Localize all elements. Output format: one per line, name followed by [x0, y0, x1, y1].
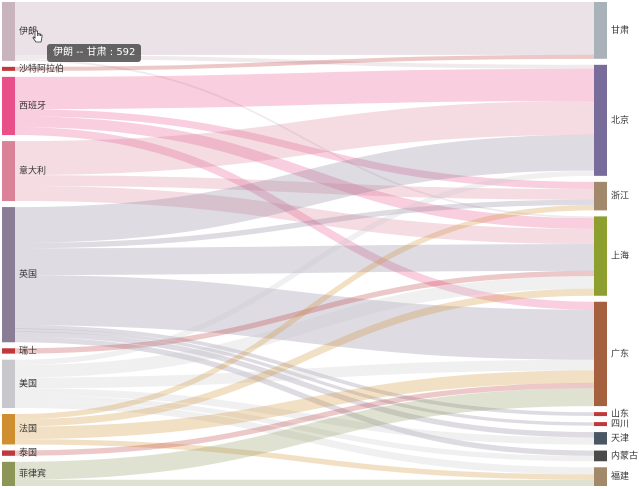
source-node-label: 法国 — [19, 423, 37, 435]
sankey-link[interactable] — [14, 288, 595, 427]
sankey-link[interactable] — [14, 331, 595, 438]
source-node-label: 菲律宾 — [19, 467, 46, 479]
source-node-label: 英国 — [19, 268, 37, 280]
sankey-link[interactable] — [14, 400, 595, 475]
target-node-label: 甘肃 — [611, 24, 629, 36]
sankey-link[interactable] — [14, 336, 595, 456]
sankey-link[interactable] — [14, 244, 595, 276]
sankey-link[interactable] — [14, 270, 595, 354]
source-node[interactable] — [2, 461, 15, 486]
sankey-link[interactable] — [14, 170, 595, 366]
tooltip-source: 伊朗 — [53, 47, 73, 58]
target-node[interactable] — [594, 467, 607, 486]
target-node-label: 福建 — [611, 470, 629, 482]
sankey-link[interactable] — [14, 54, 595, 71]
tooltip-colon: : — [106, 47, 117, 58]
source-node-label: 泰国 — [19, 447, 37, 459]
sankey-link[interactable] — [14, 205, 595, 420]
sankey-link[interactable] — [14, 109, 595, 189]
target-node[interactable] — [594, 422, 607, 427]
target-node[interactable] — [594, 216, 607, 296]
sankey-link[interactable] — [14, 175, 595, 200]
sankey-link[interactable] — [14, 328, 595, 426]
source-node-label: 意大利 — [19, 165, 46, 177]
target-node[interactable] — [594, 301, 607, 407]
sankey-link[interactable] — [14, 439, 595, 480]
hover-tooltip: 伊朗 -- 甘肃 : 592 — [47, 44, 142, 62]
hand-cursor-icon — [32, 30, 43, 43]
target-node[interactable] — [594, 2, 607, 59]
sankey-link[interactable] — [14, 68, 595, 110]
source-node[interactable] — [2, 359, 15, 409]
sankey-link[interactable] — [14, 134, 595, 243]
target-node-label: 天津 — [611, 433, 629, 444]
sankey-link[interactable] — [14, 116, 595, 229]
tooltip-separator: -- — [73, 47, 87, 58]
target-node[interactable] — [594, 64, 607, 176]
source-node-label: 沙特阿拉伯 — [19, 62, 64, 74]
source-node[interactable] — [2, 76, 15, 136]
source-node-label: 瑞士 — [19, 344, 37, 356]
target-node[interactable] — [594, 432, 607, 445]
target-node-label: 山东 — [611, 408, 629, 420]
source-node[interactable] — [2, 348, 15, 354]
source-node[interactable] — [2, 450, 15, 456]
source-node-label: 西班牙 — [19, 99, 46, 111]
source-node[interactable] — [2, 2, 15, 61]
sankey-link[interactable] — [14, 127, 595, 310]
sankey-link[interactable] — [14, 359, 595, 389]
sankey-link[interactable] — [14, 388, 595, 445]
sankey-link[interactable] — [14, 370, 595, 440]
source-node[interactable] — [2, 66, 15, 71]
target-node[interactable] — [594, 450, 607, 462]
target-node-label: 四川 — [611, 420, 629, 430]
target-node-label: 广东 — [611, 347, 629, 359]
target-node-label: 北京 — [611, 114, 629, 126]
tooltip-value: 592 — [116, 47, 136, 58]
sankey-link[interactable] — [14, 325, 595, 416]
sankey-link[interactable] — [14, 276, 595, 378]
nodes-layer — [2, 2, 607, 486]
sankey-link[interactable] — [14, 59, 595, 219]
sankey-link[interactable] — [14, 382, 595, 456]
sankey-link[interactable] — [14, 395, 595, 462]
sankey-link[interactable] — [14, 199, 595, 249]
source-node[interactable] — [2, 207, 15, 343]
source-node-label: 伊朗 — [19, 25, 37, 37]
tooltip-target: 甘肃 — [86, 47, 107, 58]
sankey-link[interactable] — [14, 388, 595, 480]
target-node-label: 浙江 — [611, 190, 629, 202]
target-node[interactable] — [594, 181, 607, 211]
source-node[interactable] — [2, 414, 15, 445]
source-node[interactable] — [2, 141, 15, 202]
target-node[interactable] — [594, 412, 607, 417]
sankey-link[interactable] — [14, 185, 595, 245]
target-node-label: 上海 — [611, 250, 629, 262]
links-layer — [14, 1, 595, 487]
source-node-label: 美国 — [19, 377, 37, 389]
target-node-label: 内蒙古 — [611, 449, 638, 461]
sankey-link[interactable] — [14, 100, 595, 176]
sankey-link[interactable] — [14, 275, 595, 360]
